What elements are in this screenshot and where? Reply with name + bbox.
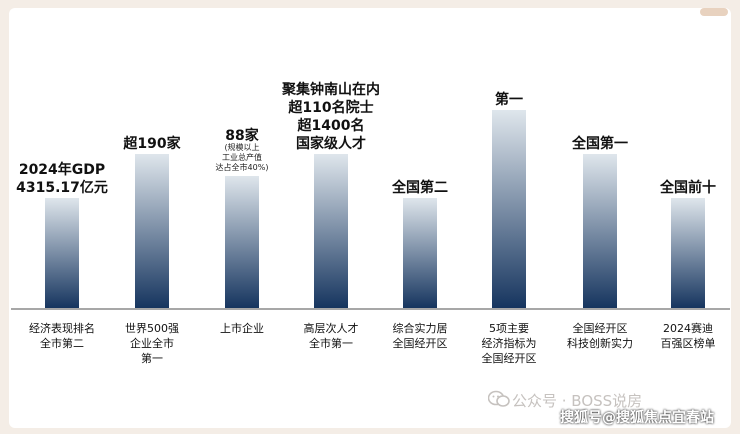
bar-note-label: 工业总产值 bbox=[222, 152, 262, 162]
category-label: 2024赛迪 bbox=[663, 321, 713, 335]
bar-value-label: 2024年GDP bbox=[19, 161, 105, 178]
category-label: 高层次人才 bbox=[304, 321, 359, 335]
bar-value-label: 超190家 bbox=[122, 135, 181, 152]
watermark-text: 公众号 · BOSS说房 bbox=[512, 392, 643, 410]
bar-value-label: 超110名院士 bbox=[287, 99, 373, 116]
bar-2 bbox=[225, 176, 259, 308]
bar-0 bbox=[45, 198, 79, 308]
category-label: 经济指标为 bbox=[482, 336, 537, 350]
bar-5 bbox=[492, 110, 526, 308]
bar-value-label: 全国第二 bbox=[391, 179, 448, 196]
bar-value-label: 全国第一 bbox=[571, 135, 628, 152]
category-label: 全市第一 bbox=[309, 336, 353, 350]
bar-7 bbox=[671, 198, 705, 308]
category-label: 经济表现排名 bbox=[29, 321, 95, 335]
category-label: 上市企业 bbox=[220, 321, 264, 335]
corner-accent bbox=[700, 8, 728, 16]
category-label: 百强区榜单 bbox=[661, 336, 716, 350]
bar-note-label: 达占全市40%) bbox=[216, 162, 269, 172]
bar-4 bbox=[403, 198, 437, 308]
category-label: 全国经开区 bbox=[482, 351, 537, 365]
category-label: 第一 bbox=[141, 351, 163, 365]
bar-value-label: 88家 bbox=[225, 127, 259, 144]
bar-value-label: 国家级人才 bbox=[296, 135, 366, 152]
bar-value-label: 超1400名 bbox=[297, 117, 365, 134]
category-label: 世界500强 bbox=[125, 322, 179, 335]
category-label: 全国经开区 bbox=[393, 336, 448, 350]
category-label: 综合实力居 bbox=[393, 321, 448, 335]
category-label: 全国经开区 bbox=[573, 321, 628, 335]
category-label: 科技创新实力 bbox=[567, 336, 633, 350]
category-label: 全市第二 bbox=[40, 336, 84, 350]
footer-source: 搜狐号@搜狐焦点宜春站 bbox=[560, 410, 714, 426]
bar-value-label: 聚集钟南山在内 bbox=[281, 81, 380, 98]
bar-value-label: 4315.17亿元 bbox=[16, 179, 108, 196]
bar-note-label: (规模以上 bbox=[224, 142, 259, 152]
bar-6 bbox=[583, 154, 617, 308]
category-label: 5项主要 bbox=[489, 322, 529, 335]
bar-value-label: 全国前十 bbox=[659, 179, 716, 196]
category-label: 企业全市 bbox=[130, 336, 174, 350]
bar-value-label: 第一 bbox=[495, 91, 523, 108]
bar-1 bbox=[135, 154, 169, 308]
bar-3 bbox=[314, 154, 348, 308]
wechat-icon bbox=[488, 390, 510, 407]
